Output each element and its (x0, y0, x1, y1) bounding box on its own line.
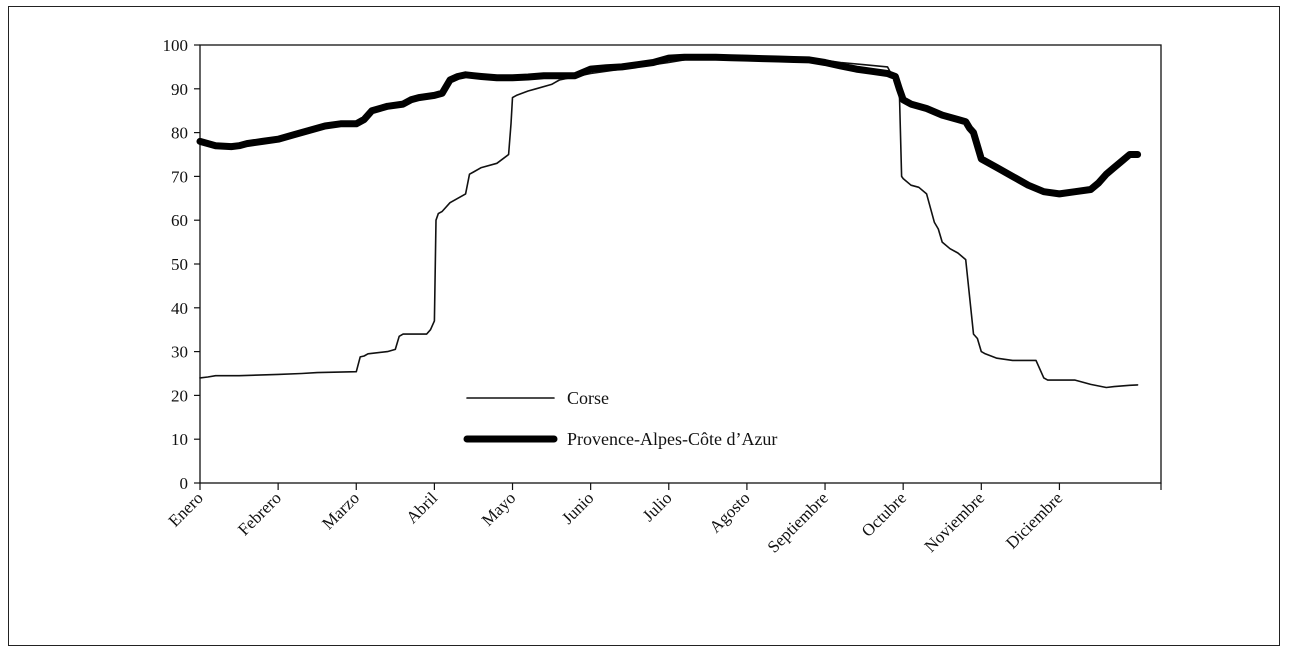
legend-label-corse: Corse (567, 388, 609, 408)
legend: Corse Provence-Alpes-Côte d’Azur (463, 388, 777, 449)
axes: 0 10 20 30 40 50 60 70 80 90 100 Enero Febrero Marzo A… (163, 36, 1162, 557)
series-layer (196, 53, 1142, 389)
x-tick-label-mayo: Mayo (478, 488, 519, 529)
legend-label-provence: Provence-Alpes-Côte d’Azur (567, 429, 777, 449)
series-line-corse (199, 55, 1139, 389)
x-tick-label-septiembre: Septiembre (764, 488, 832, 556)
x-tick-label-noviembre: Noviembre (921, 488, 989, 556)
x-tick-label-febrero: Febrero (234, 488, 285, 539)
y-tick-label: 0 (180, 474, 189, 493)
x-tick-label-octubre: Octubre (858, 488, 910, 540)
y-tick-label: 10 (171, 430, 188, 449)
y-tick-label: 30 (171, 343, 188, 362)
y-tick-label: 50 (171, 255, 188, 274)
y-tick-label: 100 (163, 36, 189, 55)
x-tick-label-enero: Enero (165, 488, 207, 530)
x-tick-label-julio: Julio (639, 488, 676, 525)
y-tick-label: 90 (171, 80, 188, 99)
x-tick-label-marzo: Marzo (318, 488, 363, 533)
chart-frame: 0 10 20 30 40 50 60 70 80 90 100 Enero Febrero Marzo A… (8, 6, 1280, 646)
x-tick-label-junio: Junio (558, 488, 597, 527)
y-tick-label: 80 (171, 124, 188, 143)
y-tick-label: 70 (171, 167, 188, 186)
series-line-provence (196, 53, 1142, 198)
x-tick-label-diciembre: Diciembre (1002, 488, 1066, 552)
x-tick-label-abril: Abril (402, 488, 441, 527)
y-tick-label: 20 (171, 386, 188, 405)
line-chart: 0 10 20 30 40 50 60 70 80 90 100 Enero Febrero Marzo A… (163, 36, 1162, 557)
x-tick-label-agosto: Agosto (706, 488, 754, 536)
plot-area-border (199, 44, 1162, 484)
y-tick-label: 40 (171, 299, 188, 318)
y-tick-label: 60 (171, 211, 188, 230)
